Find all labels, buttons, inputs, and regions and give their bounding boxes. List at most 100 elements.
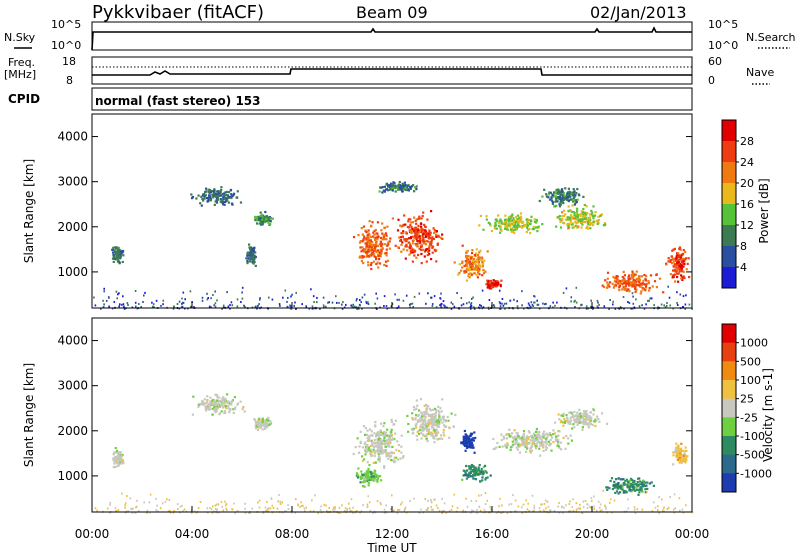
- ground-scatter-cell: [356, 307, 358, 310]
- scatter-cell: [366, 477, 369, 480]
- scatter-cell: [379, 186, 382, 189]
- ground-scatter-cell: [641, 304, 643, 307]
- ground-scatter-cell: [234, 512, 236, 514]
- scatter-cell: [577, 193, 580, 196]
- scatter-cell: [468, 471, 471, 474]
- scatter-cell: [567, 442, 570, 445]
- scatter-cell: [365, 231, 368, 234]
- ground-scatter-cell: [117, 509, 120, 512]
- scatter-cell: [436, 423, 439, 426]
- scatter-cell: [513, 218, 516, 221]
- scatter-cell: [380, 252, 383, 255]
- ground-scatter-cell: [544, 499, 547, 502]
- scatter-cell: [121, 459, 124, 462]
- ground-scatter-cell: [172, 511, 175, 514]
- ground-scatter-cell: [385, 504, 387, 507]
- scatter-cell: [601, 284, 604, 287]
- scatter-cell: [642, 279, 645, 282]
- y-tick-label: 2000: [57, 220, 88, 234]
- ground-scatter-cell: [608, 501, 611, 504]
- scatter-cell: [485, 283, 488, 286]
- scatter-cell: [356, 437, 359, 440]
- scatter-cell: [473, 473, 476, 476]
- scatter-cell: [677, 252, 680, 255]
- scatter-cell: [446, 415, 449, 419]
- scatter-cell: [615, 486, 619, 489]
- scatter-cell: [675, 259, 678, 262]
- ground-scatter-cell: [146, 509, 149, 512]
- scatter-cell: [579, 420, 583, 423]
- scatter-cell: [629, 479, 632, 482]
- nave-right-tick-bottom: 0: [708, 74, 715, 87]
- scatter-cell: [114, 447, 117, 450]
- ground-scatter-cell: [435, 306, 438, 309]
- ground-scatter-cell: [155, 299, 158, 302]
- colorbar-swatch: [722, 473, 736, 493]
- cpid-panel-frame: [91, 87, 693, 111]
- scatter-cell: [372, 461, 375, 464]
- ground-scatter-cell: [500, 511, 502, 514]
- scatter-cell: [267, 419, 270, 422]
- ground-scatter-cell: [544, 303, 546, 306]
- scatter-cell: [571, 204, 574, 207]
- scatter-cell: [550, 449, 553, 452]
- scatter-cell: [549, 191, 552, 194]
- scatter-cell: [580, 221, 583, 224]
- scatter-cell: [377, 244, 380, 248]
- scatter-cell: [113, 462, 116, 465]
- ground-scatter-cell: [244, 502, 246, 505]
- ground-scatter-cell: [456, 292, 458, 294]
- ground-scatter-cell: [612, 303, 614, 306]
- scatter-cell: [367, 481, 370, 484]
- scatter-cell: [519, 218, 522, 221]
- scatter-cell: [558, 430, 561, 433]
- ground-scatter-cell: [230, 301, 233, 304]
- scatter-cell: [246, 259, 249, 262]
- scatter-cell: [207, 198, 210, 201]
- scatter-cell: [443, 434, 446, 437]
- scatter-cell: [397, 246, 400, 249]
- scatter-cell: [231, 195, 234, 198]
- scatter-cell: [568, 195, 571, 198]
- scatter-cell: [635, 486, 638, 489]
- ground-scatter-cell: [433, 295, 436, 298]
- ground-scatter-cell: [470, 302, 473, 305]
- scatter-cell: [579, 412, 582, 415]
- ground-scatter-cell: [596, 299, 599, 302]
- scatter-cell: [508, 434, 511, 438]
- scatter-cell: [574, 215, 577, 218]
- ground-scatter-cell: [94, 507, 97, 510]
- scatter-cell: [559, 203, 562, 206]
- scatter-cell: [374, 228, 377, 232]
- ground-scatter-cell: [100, 307, 102, 310]
- scatter-cell: [371, 241, 374, 244]
- scatter-cell: [574, 418, 577, 421]
- ground-scatter-cell: [479, 509, 482, 512]
- scatter-cell: [523, 441, 526, 445]
- scatter-cell: [526, 223, 529, 226]
- colorbar-swatch: [722, 225, 736, 247]
- scatter-cell: [579, 415, 582, 419]
- ground-scatter-cell: [311, 307, 314, 310]
- scatter-cell: [234, 406, 237, 409]
- scatter-cell: [417, 217, 420, 220]
- scatter-cell: [536, 438, 539, 441]
- ground-scatter-cell: [575, 301, 578, 304]
- scatter-cell: [352, 452, 355, 456]
- scatter-cell: [631, 276, 634, 279]
- scatter-cell: [470, 471, 473, 475]
- scatter-cell: [606, 286, 609, 289]
- scatter-cell: [632, 485, 635, 488]
- scatter-cell: [419, 419, 422, 422]
- scatter-cell: [371, 246, 374, 249]
- ground-scatter-cell: [603, 305, 606, 308]
- scatter-cell: [536, 441, 539, 444]
- scatter-cell: [380, 443, 383, 446]
- scatter-cell: [558, 192, 561, 195]
- ground-scatter-cell: [426, 509, 428, 511]
- scatter-cell: [590, 213, 593, 216]
- scatter-cell: [678, 270, 681, 273]
- ground-scatter-cell: [286, 305, 289, 308]
- ground-scatter-cell: [240, 301, 242, 303]
- scatter-cell: [481, 261, 484, 264]
